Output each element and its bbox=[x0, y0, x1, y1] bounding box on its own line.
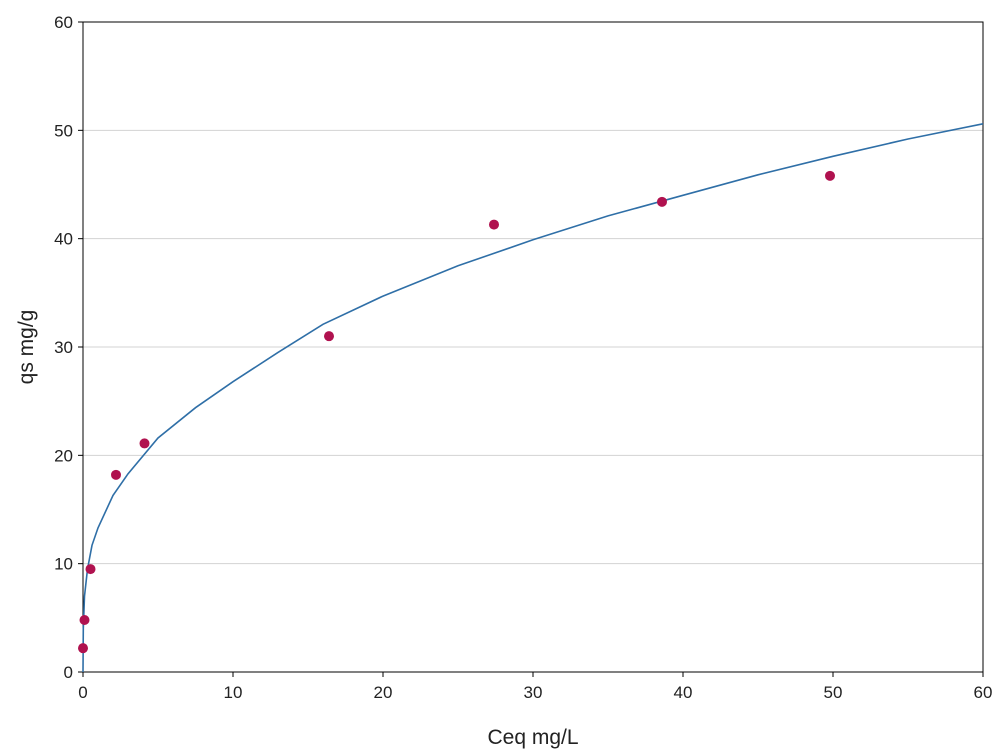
x-tick-label: 10 bbox=[224, 683, 243, 702]
grid-lines bbox=[83, 129, 983, 565]
fitted-curve-layer bbox=[82, 123, 984, 673]
data-point bbox=[85, 564, 96, 575]
y-tick-label: 50 bbox=[54, 121, 73, 140]
x-tick-label: 30 bbox=[524, 683, 543, 702]
x-tick-label: 50 bbox=[824, 683, 843, 702]
y-tick-label: 30 bbox=[54, 338, 73, 357]
data-point bbox=[324, 331, 334, 342]
x-axis-title: Ceq mg/L bbox=[487, 726, 578, 749]
data-point bbox=[111, 469, 121, 480]
y-axis-title: qs mg/g bbox=[15, 310, 38, 385]
data-points-layer bbox=[78, 170, 835, 654]
data-point bbox=[78, 643, 88, 654]
y-tick-label: 60 bbox=[54, 13, 73, 32]
x-tick-label: 60 bbox=[974, 683, 993, 702]
data-point bbox=[825, 170, 835, 181]
data-point bbox=[139, 438, 150, 449]
y-tick-label: 10 bbox=[54, 555, 73, 574]
x-tick-label: 0 bbox=[78, 683, 87, 702]
y-tick-label: 20 bbox=[54, 446, 73, 465]
data-point bbox=[79, 615, 90, 625]
data-point bbox=[657, 196, 667, 207]
x-tick-label: 40 bbox=[674, 683, 693, 702]
x-tick-label: 20 bbox=[374, 683, 393, 702]
data-point bbox=[489, 219, 499, 230]
y-tick-label: 40 bbox=[54, 230, 73, 249]
y-tick-label: 0 bbox=[64, 663, 73, 682]
fitted-curve bbox=[82, 123, 984, 673]
axis-ticks: 0 10 20 30 40 50 60 0 10 20 30 40 50 60 bbox=[54, 13, 992, 702]
